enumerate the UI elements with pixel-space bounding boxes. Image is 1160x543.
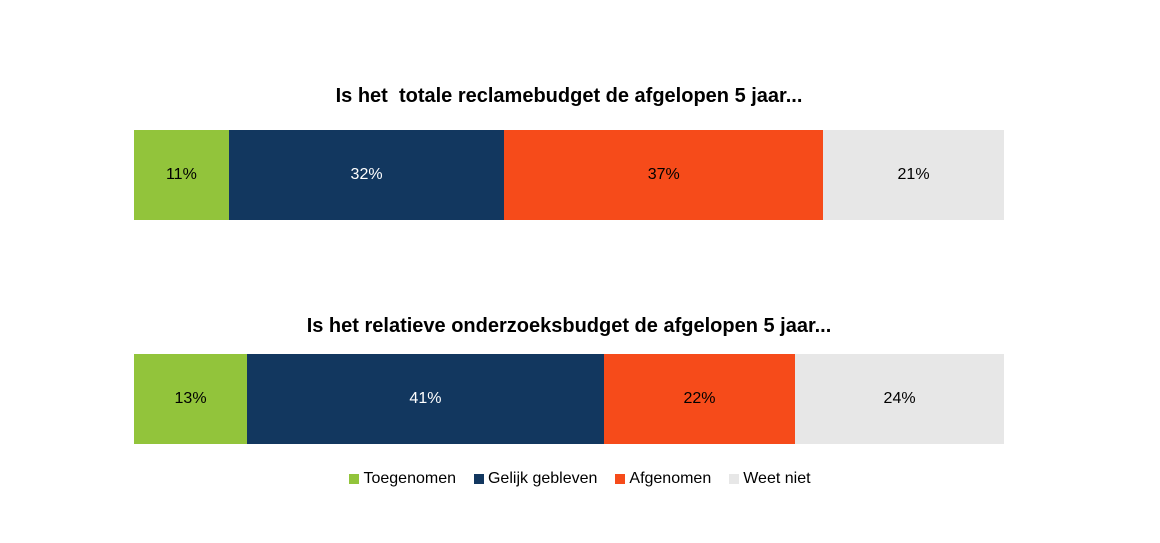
data-label: 13% xyxy=(174,390,207,407)
bar-segment-toegenomen: 13% xyxy=(134,354,248,444)
bar-segment-afgenomen: 22% xyxy=(603,354,796,444)
legend-label: Weet niet xyxy=(743,470,811,487)
stacked-bar-2: 13% 41% 22% 24% xyxy=(134,354,1004,444)
bar-segment-weet-niet: 21% xyxy=(823,130,1004,220)
data-label: 32% xyxy=(350,166,383,183)
legend-swatch xyxy=(349,474,360,484)
legend-item-toegenomen: Toegenomen xyxy=(349,470,456,488)
bar-segment-weet-niet: 24% xyxy=(795,354,1004,444)
data-label: 11% xyxy=(165,166,197,183)
legend-item-afgenomen: Afgenomen xyxy=(615,470,711,488)
data-label: 24% xyxy=(883,390,916,407)
legend: Toegenomen Gelijk gebleven Afgenomen Wee… xyxy=(0,470,1160,488)
legend-item-weet-niet: Weet niet xyxy=(729,470,811,488)
chart-title-1: Is het totale reclamebudget de afgelopen… xyxy=(335,85,803,107)
legend-swatch xyxy=(615,474,626,484)
data-label: 21% xyxy=(897,166,930,183)
data-label: 37% xyxy=(647,166,680,183)
data-label: 22% xyxy=(683,390,716,407)
data-label: 41% xyxy=(409,390,442,407)
legend-swatch xyxy=(729,474,740,484)
legend-swatch xyxy=(473,474,484,484)
legend-label: Toegenomen xyxy=(363,470,456,487)
bar-segment-gelijk-gebleven: 32% xyxy=(228,130,505,220)
stacked-bar-1: 11% 32% 37% 21% xyxy=(134,130,1004,220)
chart-title-2: Is het relatieve onderzoeksbudget de afg… xyxy=(306,315,832,337)
legend-label: Gelijk gebleven xyxy=(487,470,598,487)
bar-segment-gelijk-gebleven: 41% xyxy=(247,354,604,444)
legend-item-gelijk-gebleven: Gelijk gebleven xyxy=(473,470,598,488)
bar-segment-toegenomen: 11% xyxy=(134,130,229,220)
legend-label: Afgenomen xyxy=(629,470,712,487)
bar-segment-afgenomen: 37% xyxy=(504,130,824,220)
